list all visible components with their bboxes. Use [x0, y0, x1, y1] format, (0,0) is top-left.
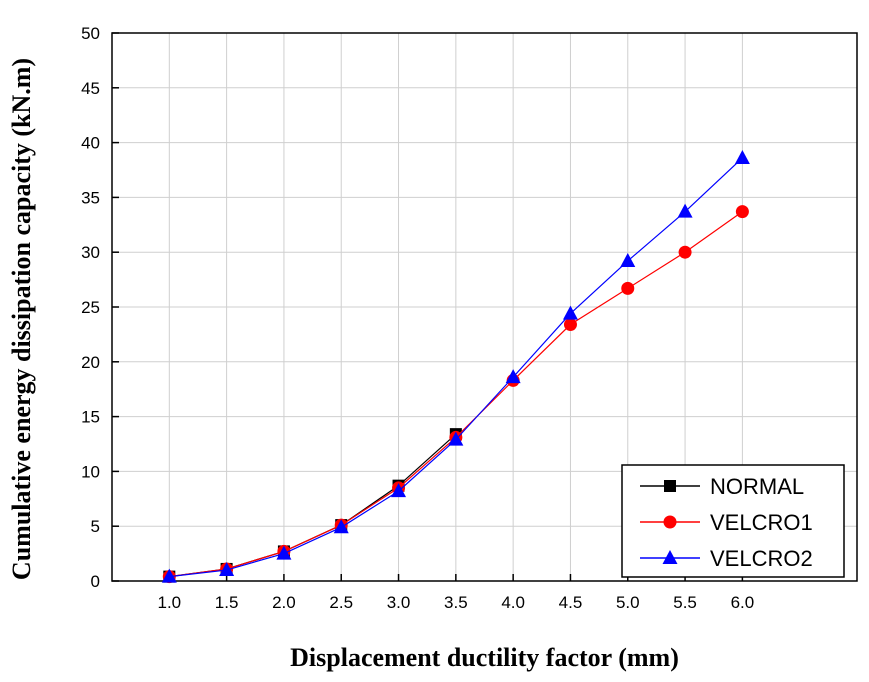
y-axis-title: Cumulative energy dissipation capacity (… — [7, 58, 36, 580]
y-tick-label: 30 — [81, 243, 100, 262]
x-tick-label: 6.0 — [731, 593, 755, 612]
data-point-velcro2 — [448, 431, 464, 446]
y-tick-label: 15 — [81, 408, 100, 427]
data-point-velcro2 — [505, 369, 521, 384]
series-velcro2 — [161, 149, 750, 583]
data-point-velcro1 — [621, 281, 635, 295]
data-point-velcro2 — [333, 519, 349, 534]
y-tick-label: 35 — [81, 188, 100, 207]
y-tick-label: 0 — [91, 572, 100, 591]
data-point-velcro2 — [276, 545, 292, 560]
ticks: 1.0 1.5 2.0 2.5 3.0 3.5 4.0 4.5 5.0 5.5 6.0 0 5 10 15 2… — [81, 24, 754, 612]
y-tick-label: 45 — [81, 79, 100, 98]
y-tick-label: 50 — [81, 24, 100, 43]
x-tick-label: 5.0 — [616, 593, 640, 612]
data-point-velcro1 — [678, 245, 692, 259]
legend-item-velcro1: VELCRO1 — [640, 510, 813, 535]
x-tick-label: 3.0 — [387, 593, 411, 612]
y-tick-label: 5 — [91, 517, 100, 536]
legend: NORMAL VELCRO1 VELCRO2 — [621, 464, 845, 578]
x-tick-label: 1.5 — [215, 593, 239, 612]
x-tick-label: 2.0 — [272, 593, 296, 612]
data-point-velcro2 — [620, 252, 636, 267]
y-tick-label: 40 — [81, 134, 100, 153]
data-point-velcro2 — [734, 149, 750, 164]
x-tick-label: 3.5 — [444, 593, 468, 612]
legend-item-velcro2: VELCRO2 — [640, 546, 813, 571]
data-point-velcro2 — [562, 305, 578, 320]
legend-marker-velcro1 — [663, 515, 677, 529]
y-tick-label: 25 — [81, 298, 100, 317]
data-point-velcro1 — [563, 318, 577, 332]
legend-marker-velcro2 — [662, 550, 678, 564]
y-tick-label: 20 — [81, 353, 100, 372]
series-layer — [161, 149, 750, 584]
legend-item-normal: NORMAL — [640, 474, 804, 499]
data-point-velcro2 — [677, 203, 693, 218]
legend-label-velcro1: VELCRO1 — [710, 510, 813, 535]
x-tick-label: 2.5 — [329, 593, 353, 612]
data-point-velcro1 — [735, 205, 749, 219]
x-tick-label: 4.0 — [501, 593, 525, 612]
legend-label-velcro2: VELCRO2 — [710, 546, 813, 571]
data-point-velcro2 — [161, 568, 177, 583]
data-point-velcro2 — [219, 562, 235, 577]
x-tick-label: 4.5 — [559, 593, 583, 612]
legend-label-normal: NORMAL — [710, 474, 804, 499]
legend-marker-normal — [664, 480, 676, 492]
x-axis-title: Displacement ductility factor (mm) — [290, 643, 679, 672]
data-point-velcro2 — [391, 483, 407, 498]
x-tick-label: 5.5 — [673, 593, 697, 612]
y-tick-label: 10 — [81, 462, 100, 481]
x-tick-label: 1.0 — [157, 593, 181, 612]
